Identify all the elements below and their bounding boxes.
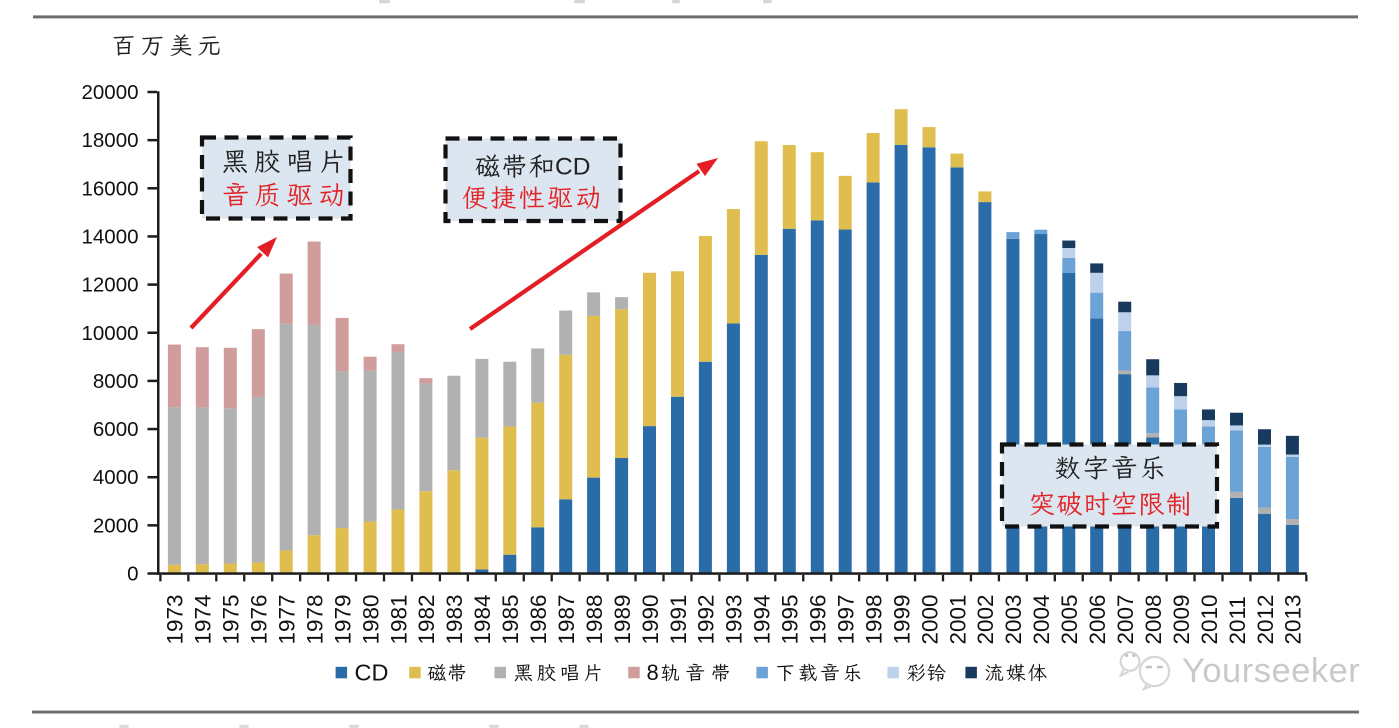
svg-text:1975: 1975 <box>219 594 244 644</box>
svg-text:2002: 2002 <box>973 594 998 644</box>
svg-text:1982: 1982 <box>414 594 439 644</box>
svg-text:2006: 2006 <box>1085 594 1110 644</box>
svg-text:1994: 1994 <box>750 594 775 644</box>
svg-text:1984: 1984 <box>470 594 495 644</box>
svg-text:0: 0 <box>127 563 138 586</box>
svg-text:1987: 1987 <box>554 594 579 644</box>
svg-text:2013: 2013 <box>1281 594 1306 644</box>
svg-text:2012: 2012 <box>1253 594 1278 644</box>
svg-text:1996: 1996 <box>806 594 831 644</box>
svg-text:20000: 20000 <box>81 81 138 104</box>
svg-text:6000: 6000 <box>93 418 139 441</box>
svg-text:2010: 2010 <box>1197 594 1222 644</box>
svg-text:2004: 2004 <box>1029 594 1054 644</box>
svg-text:16000: 16000 <box>81 177 138 200</box>
svg-text:18000: 18000 <box>81 129 138 152</box>
svg-text:1983: 1983 <box>442 594 467 644</box>
svg-text:2005: 2005 <box>1057 594 1082 644</box>
svg-text:12000: 12000 <box>81 274 138 297</box>
svg-text:1988: 1988 <box>582 594 607 644</box>
svg-text:2007: 2007 <box>1113 594 1138 644</box>
svg-text:10000: 10000 <box>81 322 138 345</box>
svg-text:Yourseeker: Yourseeker <box>1182 652 1360 690</box>
svg-text:2009: 2009 <box>1169 594 1194 644</box>
svg-text:1977: 1977 <box>275 594 300 644</box>
svg-text:1993: 1993 <box>722 594 747 644</box>
svg-text:1990: 1990 <box>638 594 663 644</box>
svg-text:1979: 1979 <box>330 594 355 644</box>
svg-text:CD: CD <box>555 153 590 180</box>
svg-text:1985: 1985 <box>498 594 523 644</box>
svg-text:1995: 1995 <box>778 594 803 644</box>
svg-text:2008: 2008 <box>1141 594 1166 644</box>
svg-text:1989: 1989 <box>610 594 635 644</box>
svg-text:2000: 2000 <box>93 514 139 537</box>
svg-text:4000: 4000 <box>93 466 139 489</box>
svg-text:2011: 2011 <box>1225 596 1250 644</box>
svg-text:2001: 2001 <box>945 594 970 644</box>
svg-text:1981: 1981 <box>386 594 411 644</box>
svg-text:2003: 2003 <box>1001 594 1026 644</box>
svg-text:1999: 1999 <box>889 594 914 644</box>
svg-text:1978: 1978 <box>302 594 327 644</box>
svg-text:CD: CD <box>355 659 389 685</box>
svg-text:8: 8 <box>647 660 659 685</box>
svg-text:1992: 1992 <box>694 594 719 644</box>
svg-text:1991: 1991 <box>666 594 691 644</box>
svg-text:2000: 2000 <box>917 594 942 644</box>
svg-text:1997: 1997 <box>834 594 859 644</box>
svg-text:1974: 1974 <box>191 594 216 644</box>
svg-text:8000: 8000 <box>93 370 139 393</box>
svg-text:1980: 1980 <box>358 594 383 644</box>
svg-text:1976: 1976 <box>247 594 272 644</box>
svg-text:1986: 1986 <box>526 594 551 644</box>
svg-text:14000: 14000 <box>81 225 138 248</box>
svg-text:1998: 1998 <box>861 594 886 644</box>
svg-text:1973: 1973 <box>163 594 188 644</box>
